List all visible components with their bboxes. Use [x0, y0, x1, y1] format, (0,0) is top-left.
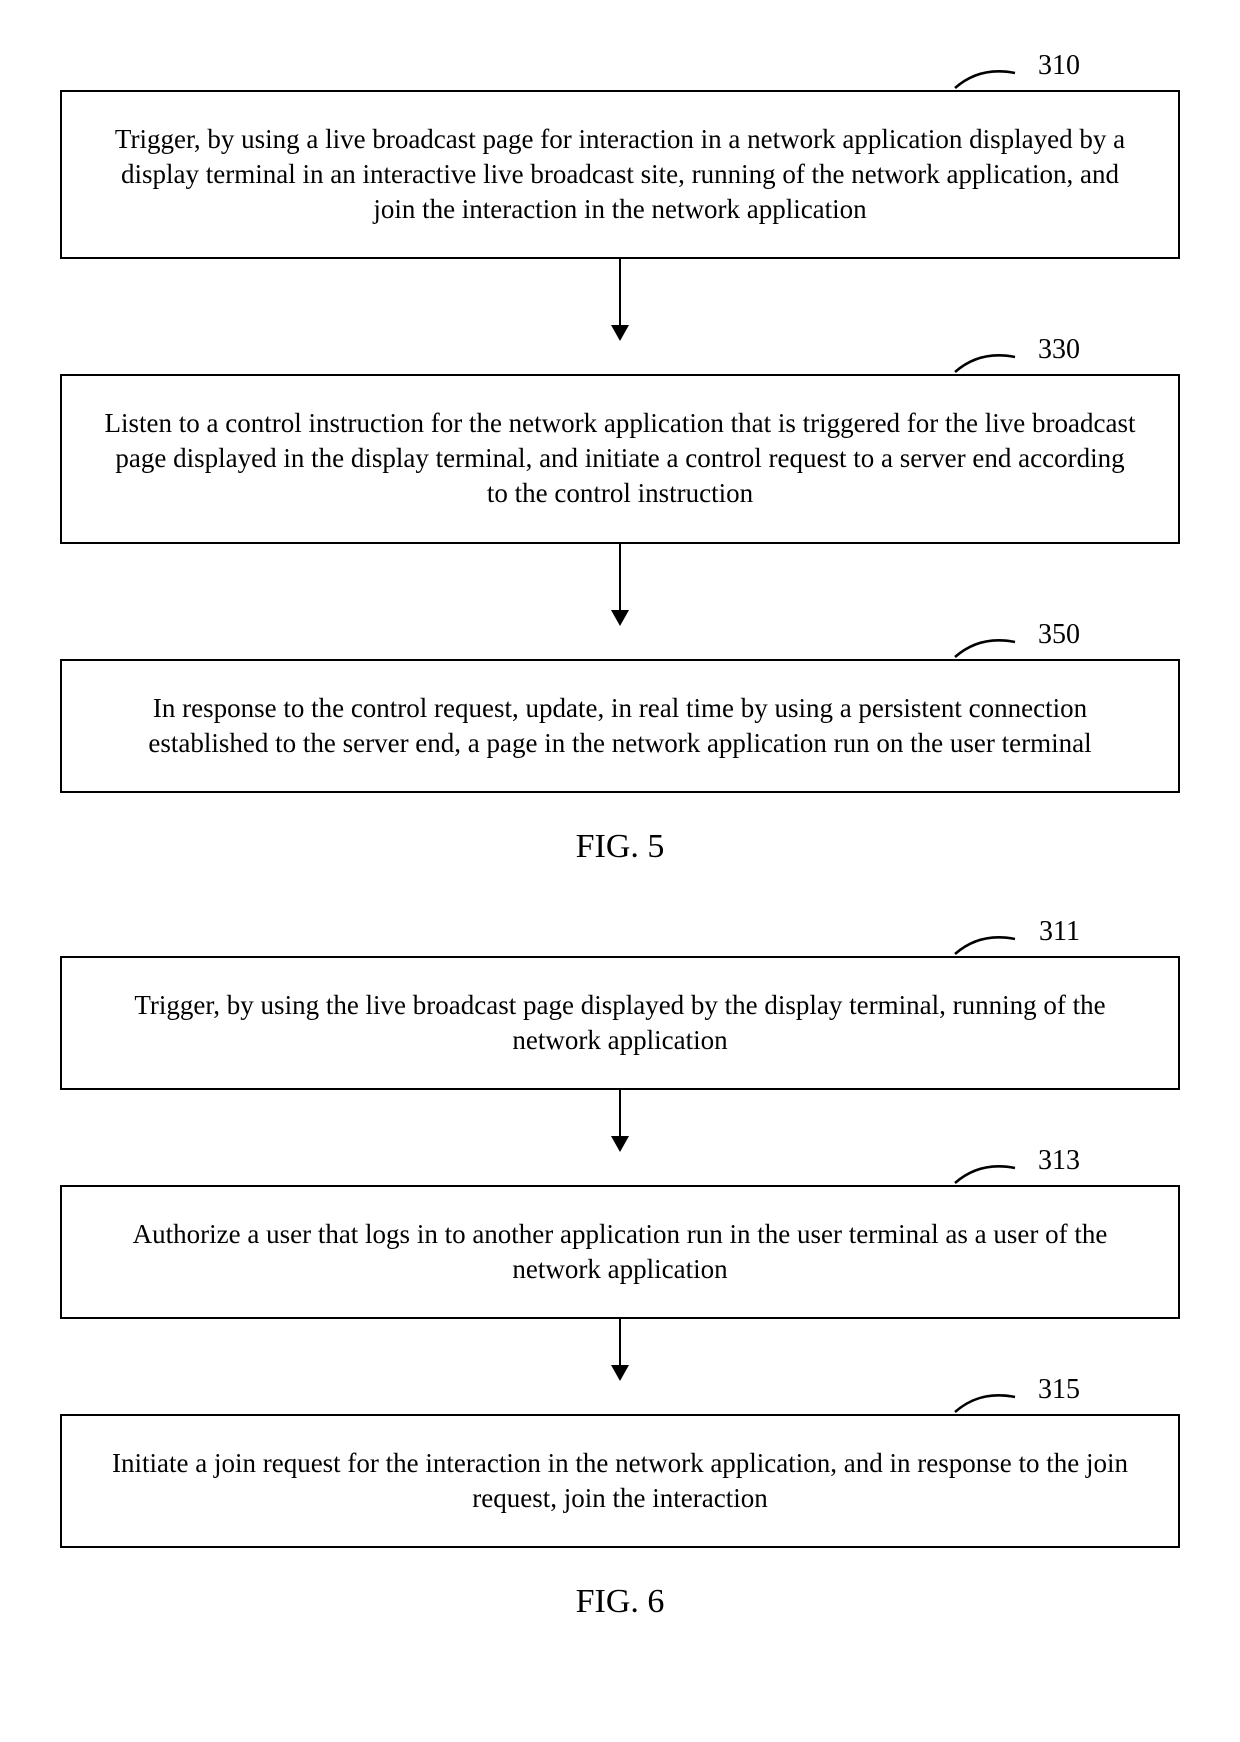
- box-label-350: 350: [1038, 619, 1080, 651]
- label-connector-330: [950, 352, 1020, 374]
- box-wrapper-330: 330 Listen to a control instruction for …: [60, 374, 1180, 543]
- box-label-310: 310: [1038, 50, 1080, 82]
- arrow-icon: [605, 1090, 635, 1155]
- box-label-330: 330: [1038, 334, 1080, 366]
- box-label-313: 313: [1038, 1145, 1080, 1177]
- box-wrapper-313: 313 Authorize a user that logs in to ano…: [60, 1185, 1180, 1319]
- box-wrapper-350: 350 In response to the control request, …: [60, 659, 1180, 793]
- box-wrapper-315: 315 Initiate a join request for the inte…: [60, 1414, 1180, 1548]
- figure-5-flowchart: 310 Trigger, by using a live broadcast p…: [60, 50, 1180, 793]
- arrow-icon: [605, 259, 635, 344]
- box-wrapper-310: 310 Trigger, by using a live broadcast p…: [60, 90, 1180, 259]
- box-label-311: 311: [1039, 916, 1080, 948]
- label-connector-350: [950, 637, 1020, 659]
- box-label-315: 315: [1038, 1374, 1080, 1406]
- label-connector-311: [950, 934, 1020, 956]
- box-wrapper-311: 311 Trigger, by using the live broadcast…: [60, 956, 1180, 1090]
- flowchart-box-310: Trigger, by using a live broadcast page …: [60, 90, 1180, 259]
- figure-6-flowchart: 311 Trigger, by using the live broadcast…: [60, 916, 1180, 1549]
- figure-5-caption: FIG. 5: [576, 828, 665, 866]
- arrow-icon: [605, 1319, 635, 1384]
- diagram-container: 310 Trigger, by using a live broadcast p…: [60, 50, 1180, 1671]
- flowchart-box-350: In response to the control request, upda…: [60, 659, 1180, 793]
- flowchart-box-313: Authorize a user that logs in to another…: [60, 1185, 1180, 1319]
- flowchart-box-330: Listen to a control instruction for the …: [60, 374, 1180, 543]
- label-connector-315: [950, 1392, 1020, 1414]
- figure-6-caption: FIG. 6: [576, 1583, 665, 1621]
- flowchart-box-315: Initiate a join request for the interact…: [60, 1414, 1180, 1548]
- flowchart-box-311: Trigger, by using the live broadcast pag…: [60, 956, 1180, 1090]
- label-connector-313: [950, 1163, 1020, 1185]
- label-connector-310: [950, 68, 1020, 90]
- arrow-icon: [605, 544, 635, 629]
